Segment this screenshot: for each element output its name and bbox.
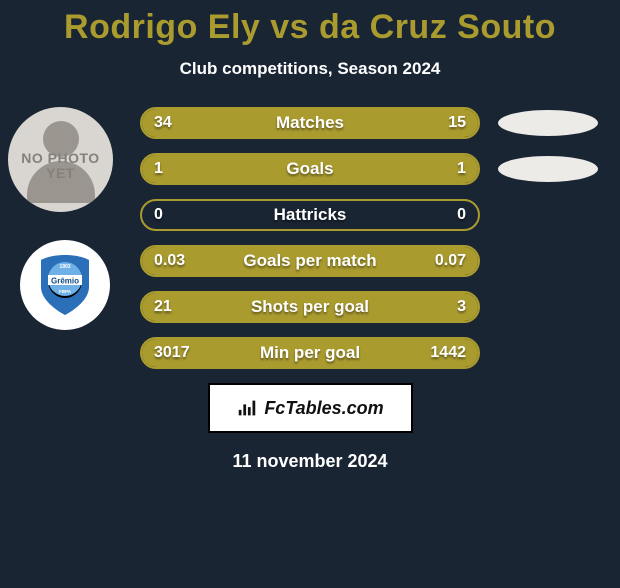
stat-row-goals-per-match: 0.030.07Goals per match	[140, 245, 480, 277]
club-year-text: 1903	[59, 264, 70, 270]
svg-text:FBPA: FBPA	[59, 289, 72, 294]
stat-label: Shots per goal	[142, 293, 478, 320]
stat-row-hattricks: 00Hattricks	[140, 199, 480, 231]
stat-label: Matches	[142, 109, 478, 136]
avatar-text-line2: YET	[46, 165, 75, 181]
stat-label: Goals per match	[142, 247, 478, 274]
stat-row-matches: 3415Matches	[140, 107, 480, 139]
chart-icon	[236, 397, 258, 419]
club-name-text: Grêmio	[51, 277, 79, 286]
footer-site-text: FcTables.com	[264, 398, 383, 419]
comparison-bars: 3415Matches 11Goals 00Hattricks 0.030.07Goa…	[140, 107, 480, 369]
stat-label: Hattricks	[142, 201, 478, 228]
stat-row-min-per-goal: 30171442Min per goal	[140, 337, 480, 369]
stat-label: Goals	[142, 155, 478, 182]
date-text: 11 november 2024	[0, 451, 620, 472]
page-title: Rodrigo Ely vs da Cruz Souto	[0, 8, 620, 47]
avatar-text-line1: NO PHOTO	[21, 150, 99, 166]
avatar-placeholder: NO PHOTO YET	[8, 107, 113, 212]
avatar-placeholder-text: NO PHOTO YET	[8, 151, 113, 180]
page-subtitle: Club competitions, Season 2024	[0, 59, 620, 79]
stat-row-goals: 11Goals	[140, 153, 480, 185]
left-player-column: NO PHOTO YET Grêmio 1903 FBPA	[8, 107, 113, 330]
club-shield-icon: Grêmio 1903 FBPA	[35, 253, 95, 317]
content-area: NO PHOTO YET Grêmio 1903 FBPA 3415Matche…	[0, 107, 620, 369]
stat-label: Min per goal	[142, 339, 478, 366]
stat-row-shots-per-goal: 213Shots per goal	[140, 291, 480, 323]
club-badge: Grêmio 1903 FBPA	[20, 240, 110, 330]
footer-attribution[interactable]: FcTables.com	[208, 383, 413, 433]
side-pill	[498, 156, 598, 182]
side-pill	[498, 110, 598, 136]
